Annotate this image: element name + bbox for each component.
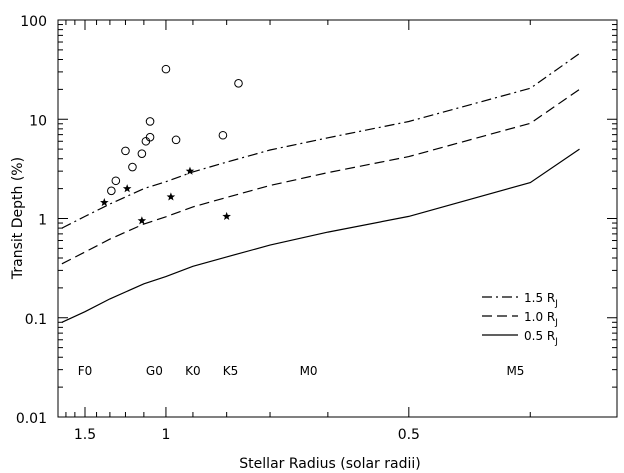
star-marker [166, 192, 176, 201]
spectral-type-label: M5 [506, 364, 524, 378]
circle-marker [107, 186, 116, 196]
x-tick-label: 1 [161, 427, 170, 443]
planet-size-curves [61, 53, 580, 323]
circle-marker [145, 117, 155, 126]
y-tick-label: 1 [38, 213, 47, 229]
star-marker [122, 184, 132, 193]
x-axis: 1.5 1 0.5 [65, 20, 531, 443]
legend-label: 0.5 RJ [524, 329, 558, 347]
spectral-type-label: K5 [223, 364, 239, 378]
star-marker [100, 197, 109, 207]
spectral-type-label: G0 [146, 364, 163, 378]
y-tick-label: 0.1 [25, 312, 47, 328]
star-marker [185, 166, 195, 175]
spectral-type-label: F0 [78, 364, 93, 378]
legend: 1.5 RJ1.0 RJ0.5 RJ [482, 291, 558, 347]
circle-marker [121, 146, 130, 156]
spectral-type-label: K0 [185, 364, 201, 378]
y-tick-label: 10 [29, 113, 47, 129]
star-marker [222, 211, 231, 221]
curve-dash-dot [61, 53, 580, 229]
circle-marker [161, 64, 171, 74]
curve-solid [61, 148, 580, 323]
circle-marker [137, 149, 147, 158]
circle-marker [141, 136, 151, 146]
circle-marker [218, 130, 228, 140]
legend-label: 1.5 RJ [524, 291, 558, 309]
y-axis-label: Transit Depth (%) [10, 157, 26, 280]
legend-label-subscript: J [554, 299, 558, 309]
y-tick-label: 0.01 [16, 411, 47, 427]
x-axis-label: Stellar Radius (solar radii) [239, 456, 420, 472]
circle-marker [234, 79, 243, 88]
x-tick-label: 0.5 [398, 427, 420, 443]
legend-label-subscript: J [554, 337, 558, 347]
y-tick-label: 100 [20, 14, 47, 30]
circle-marker [128, 162, 137, 172]
spectral-type-label: M0 [300, 364, 318, 378]
legend-label: 1.0 RJ [524, 310, 558, 328]
legend-label-subscript: J [554, 318, 558, 328]
circle-marker [171, 135, 181, 145]
x-tick-label: 1.5 [74, 427, 96, 443]
curve-dashed [61, 88, 580, 265]
y-axis: 0.01 0.1 1 10 100 [16, 14, 617, 427]
data-points [100, 64, 243, 225]
spectral-type-labels: F0 G0 K0 K5 M0 M5 [78, 364, 525, 378]
star-marker [137, 216, 147, 225]
circle-marker [145, 132, 155, 142]
circle-marker [111, 176, 121, 186]
